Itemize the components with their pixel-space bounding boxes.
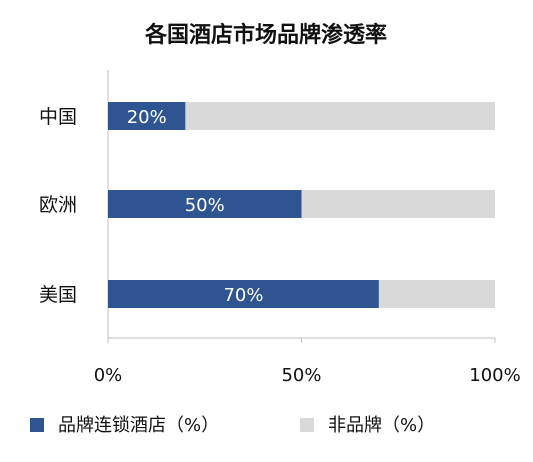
bar-segment-non-branded xyxy=(301,190,495,218)
plot-area: 0% 50% 100% 20% 中国 50% 欧洲 70% 美国 xyxy=(39,70,521,386)
bar-segment-branded xyxy=(108,102,186,130)
category-label: 中国 xyxy=(39,106,77,128)
bar-segment-non-branded xyxy=(185,102,495,130)
category-label: 美国 xyxy=(39,284,77,306)
data-label: 70% xyxy=(223,285,263,306)
data-label: 20% xyxy=(127,107,167,128)
bar-segment-branded xyxy=(108,190,302,218)
legend-label: 品牌连锁酒店（%） xyxy=(58,415,219,436)
bar-segment-non-branded xyxy=(378,280,495,308)
x-tick-label: 0% xyxy=(94,365,123,386)
legend: 品牌连锁酒店（%） 非品牌（%） xyxy=(30,415,435,436)
x-tick-label: 100% xyxy=(469,365,520,386)
x-tick-label: 50% xyxy=(281,365,321,386)
data-label: 50% xyxy=(185,195,225,216)
category-label: 欧洲 xyxy=(39,194,77,216)
legend-swatch xyxy=(300,418,314,432)
bar-segment-branded xyxy=(108,280,379,308)
legend-swatch xyxy=(30,418,44,432)
chart-title: 各国酒店市场品牌渗透率 xyxy=(144,22,387,48)
legend-label: 非品牌（%） xyxy=(328,415,435,436)
